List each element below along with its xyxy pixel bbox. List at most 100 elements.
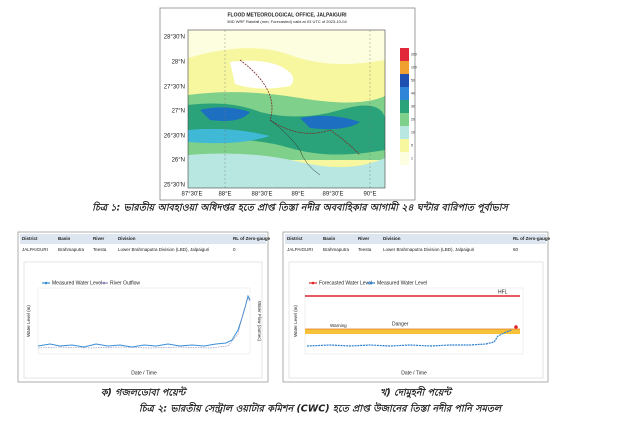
annotation: HFL xyxy=(498,289,508,295)
colorbar-label: 10 xyxy=(411,130,415,134)
table-header: District xyxy=(22,236,38,241)
map-title: FLOOD METEOROLOGICAL OFFICE, JALPAIGURI xyxy=(228,12,348,18)
panel-frame xyxy=(17,231,269,383)
lat-label: 25°30'N xyxy=(164,183,185,189)
map-plot-frame xyxy=(187,29,386,189)
colorbar-swatch xyxy=(400,113,409,126)
annotation: Danger xyxy=(392,321,409,327)
lon-label: 89°30'E xyxy=(323,192,344,198)
lon-label: 88°30'E xyxy=(252,192,273,198)
lat-label: 27°N xyxy=(172,109,185,115)
colorbar-swatch xyxy=(400,74,409,87)
legend-label: Measured Water Level xyxy=(377,280,427,286)
chart-frame xyxy=(23,261,263,379)
lat-label: 28°N xyxy=(172,60,185,66)
colorbar-swatch xyxy=(400,100,409,113)
colorbar-label: 1 xyxy=(411,156,413,160)
outflow-line xyxy=(37,297,251,349)
colorbar-label: 40 xyxy=(411,91,415,95)
legend-marker xyxy=(369,281,373,285)
plot-area xyxy=(37,287,251,355)
colorbar-swatch xyxy=(400,61,409,74)
table-header: RL of Zero-gauge xyxy=(233,236,271,241)
colorbar-label: 30 xyxy=(411,104,415,108)
table-cell: 60 xyxy=(513,247,519,252)
table-cell: Teesta xyxy=(358,247,372,252)
table-cell: JALPAIGURI xyxy=(22,247,48,252)
danger-band xyxy=(305,329,520,334)
forecast-point xyxy=(514,325,518,329)
legend-label: River Outflow xyxy=(110,280,140,286)
colorbar-label: 50 xyxy=(411,78,415,82)
chart-frame xyxy=(288,261,544,379)
table-cell: Lower Brahmaputra Division (LBD), Jalpai… xyxy=(118,247,209,252)
table-header-bg xyxy=(285,234,546,244)
measured-level-line xyxy=(37,294,251,348)
colorbar-label: 200 xyxy=(411,52,417,56)
map-zone xyxy=(230,60,294,89)
table-cell: Teesta xyxy=(93,247,107,252)
map-zone xyxy=(300,115,360,130)
left-chart xyxy=(37,287,251,355)
measured-level-line xyxy=(306,329,513,347)
plot-area xyxy=(304,287,524,355)
colorbar-label: 20 xyxy=(411,117,415,121)
lon-label: 88°E xyxy=(218,192,231,198)
map xyxy=(187,29,386,189)
table-cell: JALPAIGURI xyxy=(287,247,313,252)
legend-marker xyxy=(44,281,48,285)
table-cell: Lower Brahmaputra Division (LBD), Jalpai… xyxy=(383,247,474,252)
legend-label: Measured Water Level xyxy=(52,280,102,286)
colorbar-swatch xyxy=(400,87,409,100)
table-header: District xyxy=(287,236,303,241)
right-chart xyxy=(304,287,524,355)
table-header: Basin xyxy=(323,236,336,241)
table-header: Basin xyxy=(58,236,71,241)
lon-label: 89°E xyxy=(291,192,304,198)
lat-label: 26°30'N xyxy=(164,134,185,140)
table-header: River xyxy=(358,236,370,241)
annotation: Warning xyxy=(330,323,347,328)
lon-label: 87°30'E xyxy=(182,192,203,198)
colorbar-swatch xyxy=(400,48,409,61)
caption: চিত্র ১: ভারতীয় আবহাওয়া অধিদপ্তর হতে প… xyxy=(92,201,510,215)
table-header: River xyxy=(93,236,105,241)
legend-marker xyxy=(102,281,106,285)
table-header: Division xyxy=(118,236,136,241)
legend-marker xyxy=(311,281,315,285)
lon-label: 90°E xyxy=(363,192,376,198)
legend-label: Forecasted Water Level xyxy=(319,280,372,286)
panel-frame xyxy=(282,231,549,383)
colorbar-label: 5 xyxy=(411,143,413,147)
x-axis-title: Date / Time xyxy=(401,370,427,376)
table-header: RL of Zero-gauge xyxy=(513,236,551,241)
lat-label: 27°30'N xyxy=(164,85,185,91)
table-cell: 0 xyxy=(233,247,236,252)
lat-label: 26°N xyxy=(172,158,185,164)
colorbar-swatch xyxy=(400,126,409,139)
colorbar-swatch xyxy=(400,152,409,165)
colorbar-label: 100 xyxy=(411,65,417,69)
caption: ক) গজলডোবা পয়েন্ট xyxy=(101,386,188,399)
caption: চিত্র ২: ভারতীয় সেন্ট্রাল ওয়াটার কমিশন… xyxy=(139,402,503,415)
y-axis-title: Water Level (m) xyxy=(26,305,31,337)
map-zone xyxy=(188,30,385,64)
x-axis-title: Date / Time xyxy=(131,370,157,376)
basin-boundary xyxy=(239,59,361,156)
lat-label: 28°30'N xyxy=(164,35,185,41)
map-zone xyxy=(188,153,385,188)
colorbar-swatch xyxy=(400,139,409,152)
colorbar xyxy=(400,48,409,165)
table-header-bg xyxy=(20,234,266,244)
map-zone xyxy=(188,128,270,144)
y-axis-title: Water Level (m) xyxy=(293,305,298,337)
table-cell: Brahmaputra xyxy=(323,247,350,252)
table-cell: Brahmaputra xyxy=(58,247,85,252)
y2-axis-title: Water Flow (cumec) xyxy=(257,301,262,342)
caption: খ) দোমুহনী পয়েন্ট xyxy=(380,386,453,400)
border xyxy=(269,119,321,176)
map-subtitle: IMD WRF Rainfall (mm; Forecasted) valid … xyxy=(227,19,347,24)
table-header: Division xyxy=(383,236,401,241)
